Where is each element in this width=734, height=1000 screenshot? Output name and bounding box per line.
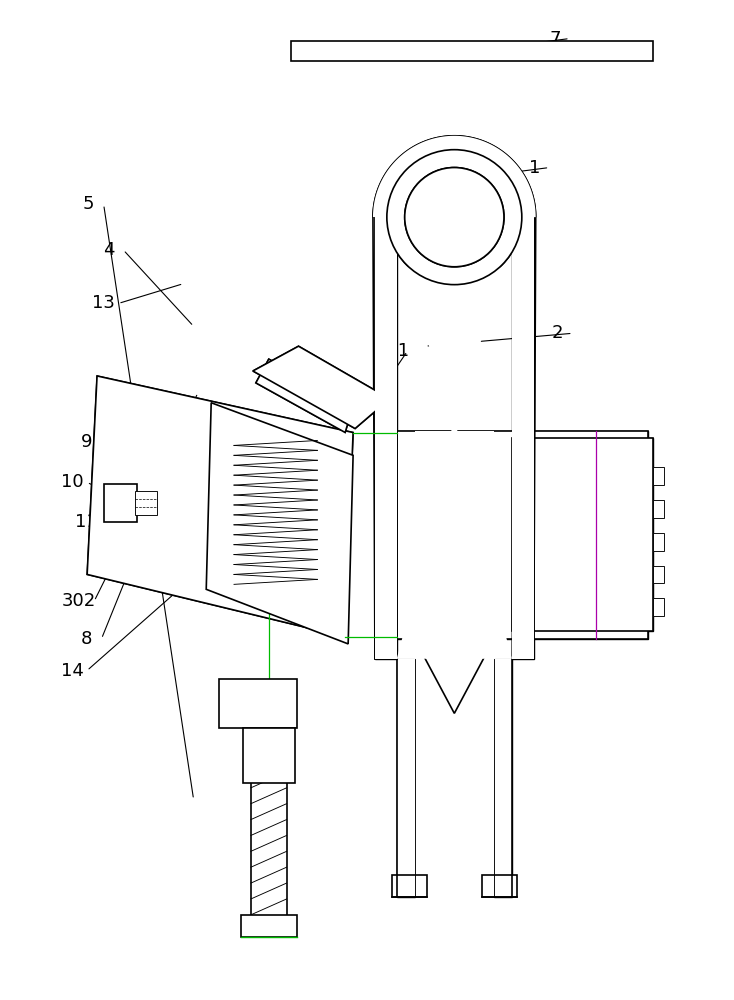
Circle shape bbox=[404, 168, 504, 267]
Polygon shape bbox=[512, 217, 534, 659]
Polygon shape bbox=[253, 346, 390, 429]
Bar bbox=[415, 659, 494, 897]
Bar bbox=[241, 915, 297, 937]
Bar bbox=[219, 679, 297, 728]
Bar bbox=[104, 484, 137, 522]
Bar bbox=[243, 728, 294, 783]
Bar bbox=[291, 41, 653, 61]
Bar bbox=[392, 875, 426, 897]
Text: 10: 10 bbox=[61, 473, 83, 491]
Polygon shape bbox=[87, 376, 353, 637]
Text: 301: 301 bbox=[375, 342, 410, 360]
Circle shape bbox=[387, 150, 522, 285]
Polygon shape bbox=[256, 359, 353, 433]
Bar bbox=[392, 875, 426, 897]
Bar bbox=[219, 679, 297, 728]
Text: 4: 4 bbox=[103, 241, 115, 259]
Polygon shape bbox=[373, 136, 536, 217]
Bar bbox=[291, 41, 653, 61]
Bar bbox=[482, 875, 517, 897]
Text: 6: 6 bbox=[105, 481, 116, 499]
Text: 3: 3 bbox=[542, 439, 553, 457]
Bar bbox=[653, 598, 664, 616]
Text: 9: 9 bbox=[81, 433, 92, 451]
Polygon shape bbox=[395, 158, 514, 659]
Text: 1: 1 bbox=[529, 159, 540, 177]
Bar bbox=[653, 467, 664, 485]
Bar bbox=[482, 875, 517, 897]
Bar bbox=[653, 566, 664, 583]
Polygon shape bbox=[415, 639, 494, 713]
Bar bbox=[243, 728, 294, 783]
Bar bbox=[415, 431, 494, 639]
Polygon shape bbox=[512, 438, 653, 631]
Bar bbox=[653, 500, 664, 518]
Polygon shape bbox=[375, 217, 397, 659]
Circle shape bbox=[404, 168, 504, 267]
Text: 302: 302 bbox=[62, 592, 96, 610]
Text: 2: 2 bbox=[552, 324, 564, 342]
Text: 14: 14 bbox=[60, 662, 84, 680]
Text: 8: 8 bbox=[81, 630, 92, 648]
Polygon shape bbox=[397, 431, 648, 639]
Bar bbox=[241, 915, 297, 937]
Text: 11: 11 bbox=[75, 513, 98, 531]
Text: 7: 7 bbox=[549, 30, 561, 48]
Bar bbox=[104, 484, 137, 522]
Bar bbox=[653, 533, 664, 551]
Polygon shape bbox=[206, 403, 353, 644]
Text: 5: 5 bbox=[83, 195, 95, 213]
Polygon shape bbox=[397, 659, 415, 897]
Bar bbox=[135, 491, 156, 515]
Text: 303: 303 bbox=[531, 486, 564, 504]
Text: 13: 13 bbox=[92, 294, 115, 312]
Polygon shape bbox=[494, 659, 512, 897]
